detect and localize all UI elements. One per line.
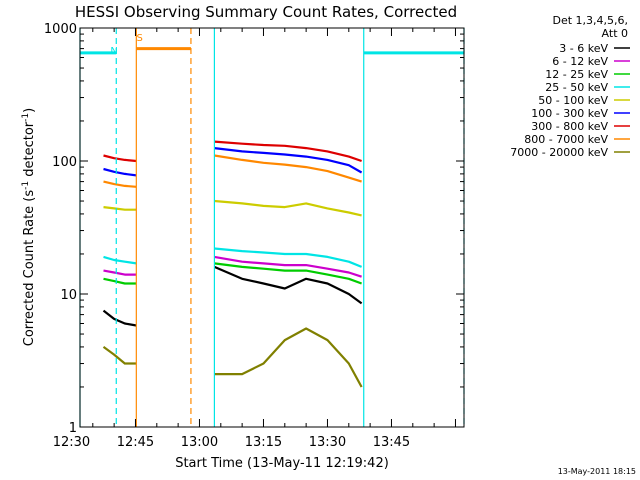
interval-boundary-lines <box>79 28 465 427</box>
legend-label: 6 - 12 keV <box>552 55 608 68</box>
x-axis-label: Start Time (13-May-11 12:19:42) <box>175 456 389 471</box>
legend-label: 12 - 25 keV <box>545 68 608 81</box>
y-axis-label: Corrected Count Rate (s-1 detector-1) <box>21 108 37 346</box>
series-line-7 <box>103 180 137 188</box>
legend-label: 50 - 100 keV <box>538 94 608 107</box>
y-tick-label: 100 <box>52 155 77 170</box>
series-line-0 <box>102 309 137 327</box>
series-line-5 <box>214 147 363 174</box>
series-line-4 <box>214 199 362 217</box>
annotation-n: N <box>110 46 117 57</box>
series-line-8 <box>214 327 363 388</box>
x-tick-label: 12:45 <box>117 435 154 450</box>
series-line-5 <box>103 167 137 177</box>
series-line-7 <box>214 154 362 183</box>
x-tick-label: 12:30 <box>53 435 90 450</box>
series-line-0 <box>213 265 363 305</box>
x-tick-label: 13:00 <box>181 435 218 450</box>
series-line-3 <box>214 247 363 268</box>
y-tick-label: 1 <box>69 421 77 436</box>
legend-label: 7000 - 20000 keV <box>510 146 608 159</box>
annotations: NS <box>110 33 143 57</box>
x-tick-label: 13:45 <box>373 435 410 450</box>
generation-timestamp: 13-May-2011 18:15 <box>558 467 636 476</box>
series-layer <box>102 140 363 388</box>
legend-label: 800 - 7000 keV <box>524 133 608 146</box>
series-line-1 <box>214 255 362 278</box>
x-tick-label: 13:30 <box>309 435 346 450</box>
legend-label: 3 - 6 keV <box>559 42 608 55</box>
legend-header-attenuator: Att 0 <box>602 27 628 40</box>
time-interval-bands <box>80 47 464 55</box>
plot-frame <box>79 27 465 428</box>
y-axis-ticks: 1 10 100 1000 <box>44 22 464 436</box>
legend-label: 25 - 50 keV <box>545 81 608 94</box>
series-line-2 <box>103 277 137 285</box>
series-line-8 <box>102 346 137 365</box>
series-line-2 <box>214 262 362 285</box>
legend-label: 100 - 300 keV <box>531 107 608 120</box>
series-line-1 <box>103 269 137 276</box>
chart-title: HESSI Observing Summary Count Rates, Cor… <box>75 3 457 21</box>
y-tick-label: 1000 <box>44 22 77 37</box>
annotation-s: S <box>137 33 143 44</box>
series-line-6 <box>214 140 362 163</box>
legend-header-detectors: Det 1,3,4,5,6, <box>552 14 628 27</box>
x-axis-ticks: 12:30 12:45 13:00 13:15 13:30 13:45 <box>53 28 456 450</box>
series-line-3 <box>103 255 137 265</box>
legend-label: 300 - 800 keV <box>531 120 608 133</box>
y-tick-label: 10 <box>60 288 77 303</box>
series-line-6 <box>103 154 137 163</box>
x-tick-label: 13:15 <box>245 435 282 450</box>
series-line-4 <box>103 206 137 211</box>
